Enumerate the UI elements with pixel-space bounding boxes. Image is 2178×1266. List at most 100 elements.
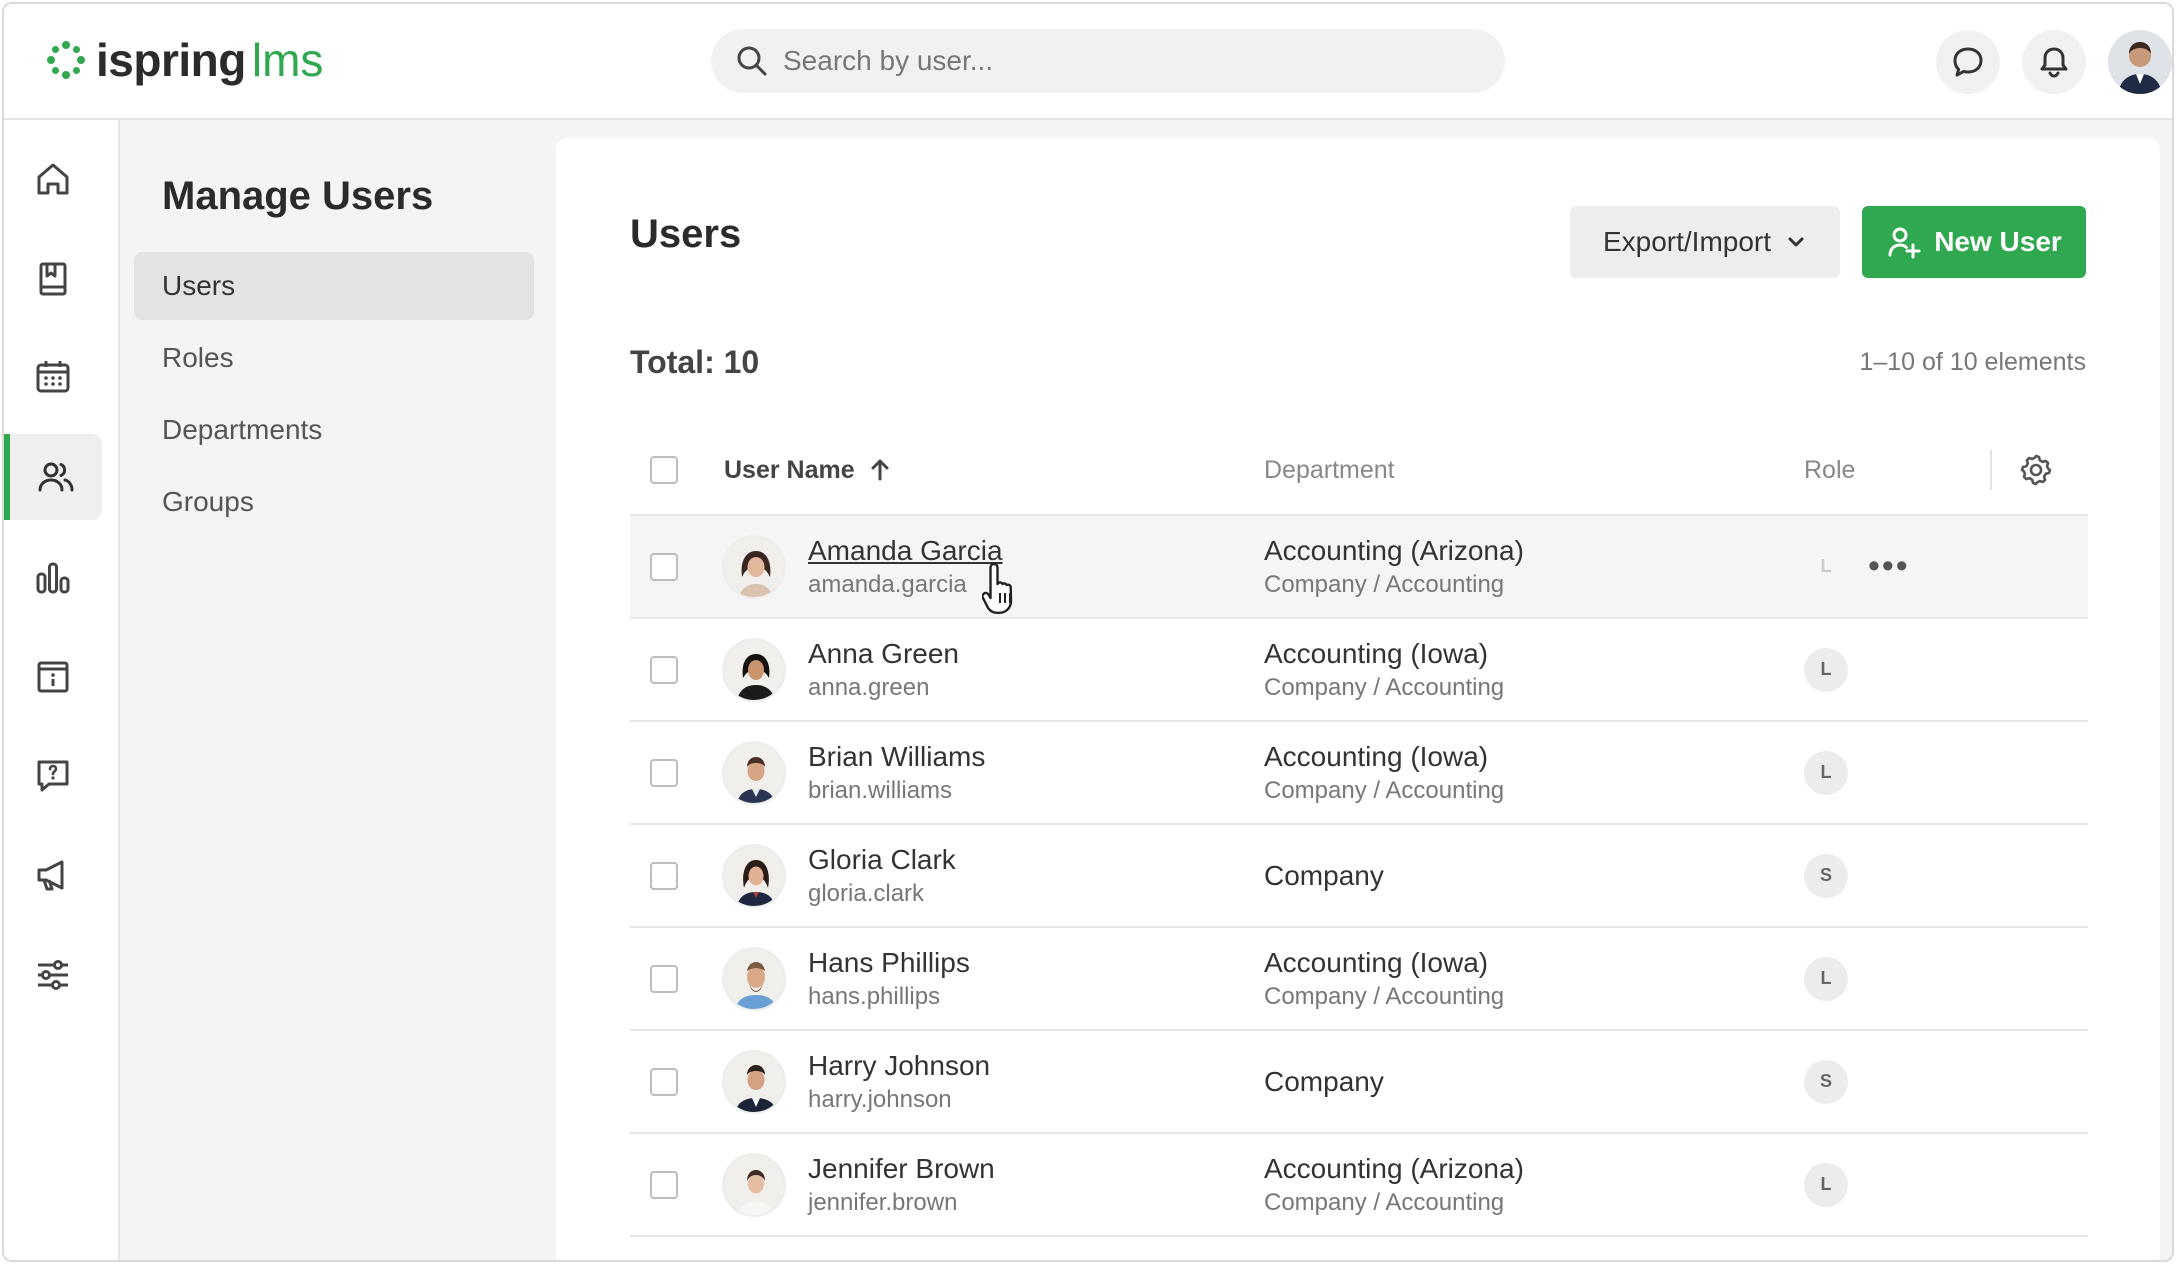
users-icon — [38, 462, 74, 492]
export-import-button[interactable]: Export/Import — [1570, 206, 1840, 278]
role-badge: L — [1804, 1162, 1848, 1207]
subnav-item-roles[interactable]: Roles — [162, 342, 234, 373]
chevron-down-icon — [1788, 237, 1804, 247]
row-more-menu[interactable]: ••• — [1868, 547, 1910, 585]
users-table: User Name Department Role — [630, 424, 2088, 1237]
hand-cursor-icon — [982, 562, 1013, 614]
user-login: hans.phillips — [808, 982, 941, 1010]
user-name-link[interactable]: Amanda Garcia — [808, 534, 1003, 566]
user-login: jennifer.brown — [808, 1188, 958, 1216]
role-badge: L — [1804, 750, 1848, 795]
row-checkbox[interactable] — [650, 964, 678, 993]
rail-item-announcements[interactable] — [4, 832, 102, 918]
rail-item-users[interactable] — [4, 434, 102, 520]
subnav-item-departments[interactable]: Departments — [162, 414, 323, 445]
row-checkbox[interactable] — [650, 758, 678, 787]
row-checkbox[interactable] — [650, 552, 678, 581]
row-checkbox[interactable] — [650, 861, 678, 890]
column-department[interactable]: Department — [1264, 455, 1395, 484]
row-checkbox[interactable] — [650, 1170, 678, 1199]
column-user-name[interactable]: User Name — [724, 424, 893, 516]
users-panel: Users Export/Import New User Total: 10 1… — [556, 138, 2160, 1260]
user-name-link[interactable]: Hans Phillips — [808, 946, 970, 978]
profile-photo-icon — [2108, 30, 2172, 94]
user-login: harry.johnson — [808, 1085, 952, 1113]
user-name-link[interactable]: Brian Williams — [808, 740, 986, 772]
settings-sliders-icon — [38, 960, 68, 990]
user-department-path: Company / Accounting — [1264, 776, 1505, 804]
user-login: gloria.clark — [808, 879, 925, 907]
rail-item-questions[interactable] — [4, 732, 102, 818]
header-divider — [1990, 450, 1992, 490]
user-name-link[interactable]: Anna Green — [808, 637, 959, 669]
rail-item-info[interactable] — [4, 634, 102, 720]
subnav-item-users[interactable]: Users — [134, 252, 534, 320]
subnav-title: Manage Users — [162, 174, 434, 218]
role-badge: L — [1804, 647, 1848, 692]
export-import-label: Export/Import — [1602, 226, 1772, 257]
user-department: Accounting (Iowa) — [1264, 946, 1489, 978]
table-row[interactable]: Gloria Clark gloria.clark Company S — [630, 825, 2088, 928]
logo-spark-icon — [47, 41, 85, 79]
user-photo-icon — [724, 742, 784, 803]
rail-item-home[interactable] — [4, 136, 102, 222]
user-photo-icon — [724, 845, 784, 906]
left-rail — [4, 120, 120, 1260]
table-row[interactable]: Jennifer Brown jennifer.brown Accounting… — [630, 1134, 2088, 1237]
select-all-checkbox[interactable] — [650, 456, 678, 484]
user-login: amanda.garcia — [808, 570, 967, 598]
table-row[interactable]: Harry Johnson harry.johnson Company S — [630, 1031, 2088, 1134]
notifications-button[interactable] — [2022, 30, 2086, 94]
user-department-path: Company / Accounting — [1264, 673, 1505, 701]
user-department: Accounting (Iowa) — [1264, 637, 1489, 669]
user-name-link[interactable]: Jennifer Brown — [808, 1152, 995, 1184]
new-user-button[interactable]: New User — [1862, 206, 2086, 278]
profile-avatar[interactable] — [2108, 30, 2172, 94]
row-checkbox[interactable] — [650, 655, 678, 684]
chat-button[interactable] — [1936, 30, 2000, 94]
rail-item-reports[interactable] — [4, 534, 102, 620]
row-checkbox[interactable] — [650, 1067, 678, 1096]
user-department-path: Company / Accounting — [1264, 982, 1505, 1010]
add-user-icon — [1888, 227, 1921, 259]
role-badge: S — [1804, 853, 1848, 898]
user-photo-icon — [724, 536, 784, 597]
rail-item-courses[interactable] — [4, 236, 102, 322]
gear-icon — [2020, 454, 2052, 486]
column-role[interactable]: Role — [1804, 455, 1856, 484]
avatar — [722, 637, 786, 702]
app-logo[interactable]: ispring lms — [44, 34, 323, 86]
table-row[interactable]: Anna Green anna.green Accounting (Iowa) … — [630, 619, 2088, 722]
subnav-item-groups[interactable]: Groups — [162, 486, 254, 517]
user-photo-icon — [724, 1154, 784, 1215]
rail-item-calendar[interactable] — [4, 334, 102, 420]
user-department: Company — [1264, 1065, 1384, 1097]
table-row[interactable]: Brian Williams brian.williams Accounting… — [630, 722, 2088, 825]
top-bar: ispring lms — [4, 4, 2172, 120]
sort-ascending-icon — [871, 459, 889, 481]
table-row[interactable]: Hans Phillips hans.phillips Accounting (… — [630, 928, 2088, 1031]
user-name-link[interactable]: Gloria Clark — [808, 843, 956, 875]
table-header: User Name Department Role — [630, 424, 2088, 516]
user-department: Accounting (Arizona) — [1264, 534, 1524, 566]
search-input[interactable] — [783, 45, 1443, 77]
user-department: Accounting (Iowa) — [1264, 740, 1489, 772]
role-badge: S — [1804, 1059, 1848, 1104]
avatar — [722, 740, 786, 805]
question-chat-icon — [37, 760, 69, 792]
table-settings-button[interactable] — [2018, 424, 2054, 516]
user-photo-icon — [724, 639, 784, 700]
reports-chart-icon — [36, 562, 70, 594]
user-login: anna.green — [808, 673, 930, 701]
rail-item-settings[interactable] — [4, 932, 102, 1018]
avatar — [722, 946, 786, 1011]
pagination-range: 1–10 of 10 elements — [1859, 348, 2086, 376]
logo-text: ispring — [96, 34, 246, 86]
avatar — [722, 1152, 786, 1217]
bell-icon — [2040, 47, 2068, 78]
chat-bubble-icon — [1953, 47, 1983, 77]
user-name-link[interactable]: Harry Johnson — [808, 1049, 991, 1081]
courses-book-icon — [39, 262, 67, 296]
search-bar[interactable] — [711, 29, 1505, 93]
table-row[interactable]: Amanda Garcia amanda.garcia Accounting (… — [630, 516, 2088, 619]
